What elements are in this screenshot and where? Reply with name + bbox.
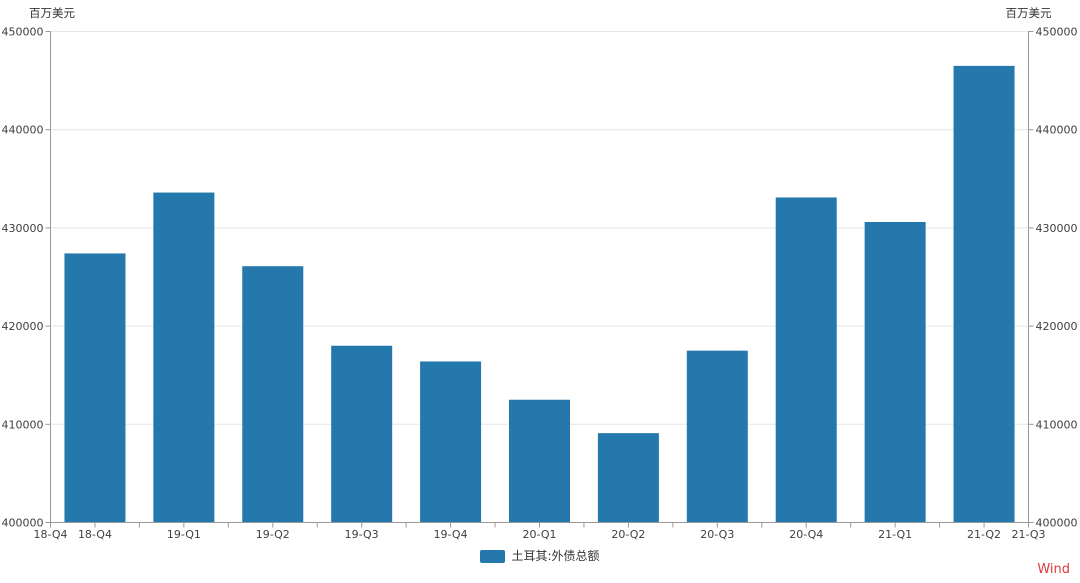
x-tick-label: 21-Q1 <box>878 528 912 541</box>
y-tick-label-left: 420000 <box>2 320 44 333</box>
bar-19-q2[interactable] <box>242 266 304 523</box>
x-tick-label: 19-Q2 <box>256 528 290 541</box>
y-tick-label-right: 440000 <box>1036 124 1078 137</box>
bar-20-q3[interactable] <box>686 350 748 523</box>
y-tick-label-left: 440000 <box>2 124 44 137</box>
y-tick-label-left: 410000 <box>2 418 44 431</box>
x-tick-label: 20-Q3 <box>700 528 734 541</box>
wind-watermark: Wind <box>1037 562 1070 577</box>
bar-19-q4[interactable] <box>420 361 482 523</box>
x-tick-label: 20-Q4 <box>789 528 823 541</box>
y-tick-label-right: 410000 <box>1036 418 1078 431</box>
unit-label-left: 百万美元 <box>29 6 75 20</box>
x-tick-label: 19-Q1 <box>167 528 201 541</box>
bar-18-q4[interactable] <box>64 253 126 523</box>
bar-21-q2[interactable] <box>953 65 1015 523</box>
y-tick-label-right: 450000 <box>1036 26 1078 39</box>
legend-label: 土耳其:外债总额 <box>511 548 600 563</box>
x-tick-label: 21-Q2 <box>967 528 1001 541</box>
y-tick-label-left: 430000 <box>2 222 44 235</box>
bar-21-q1[interactable] <box>864 222 926 523</box>
bar-20-q1[interactable] <box>509 399 570 523</box>
y-tick-label-left: 450000 <box>2 26 44 39</box>
unit-label-right: 百万美元 <box>1006 6 1052 20</box>
bar-20-q4[interactable] <box>775 197 837 523</box>
y-tick-label-left: 400000 <box>2 517 44 530</box>
x-tick-label-edge-left: 18-Q4 <box>33 528 67 541</box>
y-tick-label-right: 400000 <box>1036 517 1078 530</box>
x-tick-label: 19-Q4 <box>434 528 468 541</box>
bar-20-q2[interactable] <box>597 433 659 523</box>
x-tick-label-edge-right: 21-Q3 <box>1011 528 1045 541</box>
x-tick-label: 20-Q1 <box>522 528 556 541</box>
legend[interactable]: 土耳其:外债总额 <box>0 547 1080 565</box>
bar-19-q3[interactable] <box>331 345 393 523</box>
bar-19-q1[interactable] <box>153 192 215 523</box>
x-tick-label: 19-Q3 <box>345 528 379 541</box>
y-tick-label-right: 420000 <box>1036 320 1078 333</box>
x-tick-label: 20-Q2 <box>611 528 645 541</box>
y-tick-label-right: 430000 <box>1036 222 1078 235</box>
legend-swatch <box>480 549 506 563</box>
x-tick-label: 18-Q4 <box>78 528 112 541</box>
